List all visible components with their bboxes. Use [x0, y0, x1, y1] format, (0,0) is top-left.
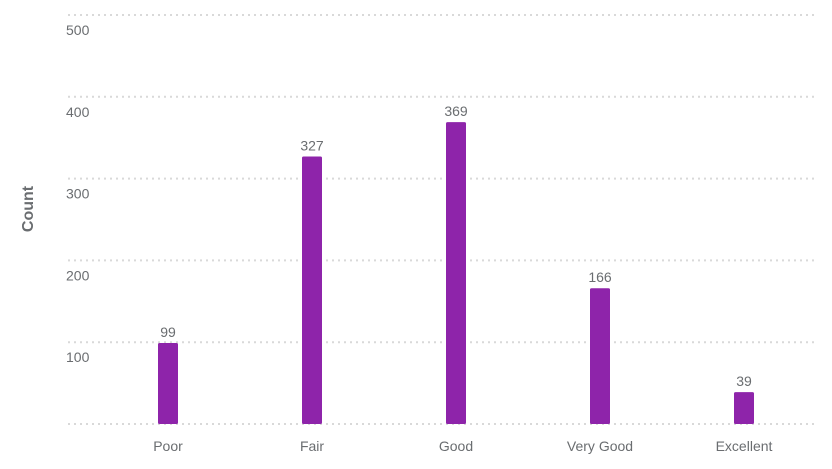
- bar[interactable]: [590, 288, 610, 424]
- y-tick-label: 500: [66, 22, 90, 38]
- bar[interactable]: [158, 343, 178, 424]
- y-tick-label: 400: [66, 104, 90, 120]
- bars: [158, 122, 754, 425]
- data-label: 369: [444, 103, 468, 119]
- y-tick-label: 200: [66, 267, 90, 283]
- data-label: 166: [588, 269, 612, 285]
- bar[interactable]: [734, 392, 754, 424]
- bar[interactable]: [446, 122, 466, 425]
- x-tick-label: Very Good: [567, 438, 633, 454]
- gridlines: [68, 14, 815, 425]
- data-labels: 99 327 369 166 39: [160, 103, 752, 389]
- data-label: 327: [300, 138, 324, 154]
- data-label: 99: [160, 324, 176, 340]
- x-tick-label: Poor: [153, 438, 183, 454]
- y-tick-label: 300: [66, 186, 90, 202]
- y-tick-label: 100: [66, 349, 90, 365]
- x-tick-label: Excellent: [716, 438, 773, 454]
- bar[interactable]: [302, 156, 322, 424]
- y-axis-ticks: 100 200 300 400 500: [66, 22, 90, 365]
- y-axis-title: Count: [20, 185, 37, 232]
- x-tick-label: Good: [439, 438, 473, 454]
- data-label: 39: [736, 373, 752, 389]
- x-tick-label: Fair: [300, 438, 324, 454]
- x-axis-ticks: Poor Fair Good Very Good Excellent: [153, 438, 772, 454]
